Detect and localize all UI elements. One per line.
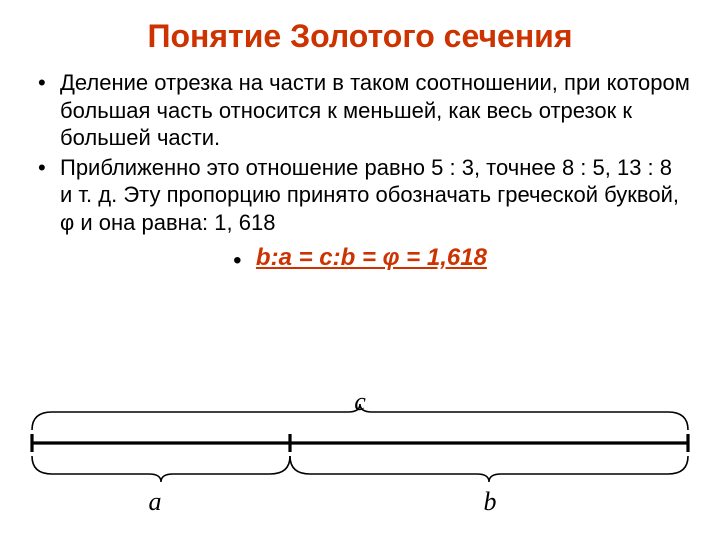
segment-svg: c a b xyxy=(20,388,700,518)
svg-text:c: c xyxy=(354,388,366,416)
svg-text:a: a xyxy=(149,487,162,516)
segment-diagram: c a b xyxy=(20,388,700,518)
bullet-dot-icon: • xyxy=(233,247,241,275)
bullet-item: Деление отрезка на части в таком соотнош… xyxy=(60,69,690,152)
page-title: Понятие Золотого сечения xyxy=(30,18,690,55)
bullet-list: Деление отрезка на части в таком соотнош… xyxy=(30,69,690,236)
formula-text: b:a = c:b = φ = 1,618 xyxy=(256,244,487,272)
svg-text:b: b xyxy=(484,487,497,516)
formula-line: • b:a = c:b = φ = 1,618 xyxy=(30,244,690,275)
bullet-item: Приближенно это отношение равно 5 : 3, т… xyxy=(60,154,690,237)
